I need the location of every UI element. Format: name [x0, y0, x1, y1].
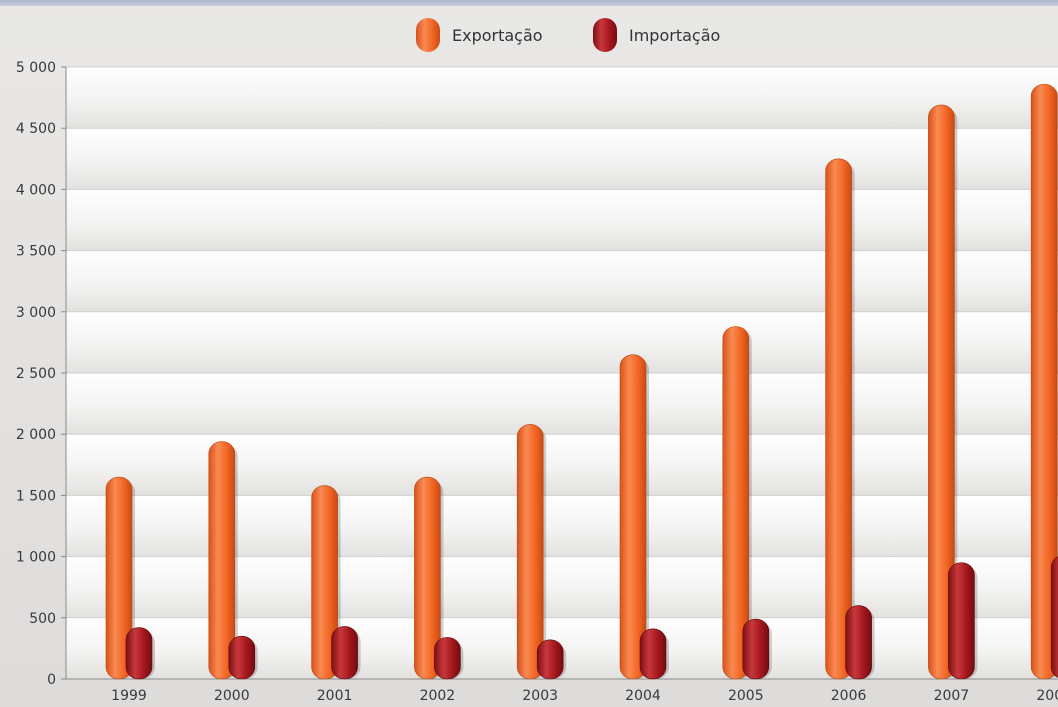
import-bar [536, 639, 564, 680]
import-bar [742, 618, 770, 680]
x-tick-label: 2003 [522, 688, 558, 704]
export-bar [619, 354, 647, 680]
y-tick-label: 3 500 [16, 244, 56, 260]
x-tick-label: 2007 [934, 688, 970, 704]
grid-band [66, 67, 1058, 129]
export-bar [516, 424, 544, 680]
y-tick-label: 1 000 [16, 550, 56, 566]
window-top-strip [0, 0, 1058, 6]
x-tick-label: 2008 [1036, 688, 1058, 704]
import-bar [845, 605, 872, 680]
x-tick-label: 2005 [728, 688, 764, 704]
export-bar [825, 158, 852, 680]
export-bar [105, 476, 133, 680]
export-bar [311, 485, 338, 680]
bars [105, 83, 1058, 680]
x-tick-label: 2004 [625, 688, 661, 704]
import-bar [331, 626, 358, 680]
legend-label: Exportação [452, 26, 543, 45]
export-bar [928, 104, 955, 680]
export-bar [208, 441, 236, 680]
x-tick-label: 1999 [111, 688, 147, 704]
export-bar [1030, 83, 1058, 680]
export-bar [414, 476, 441, 680]
y-axis: 0 500 1 000 1 500 2 000 2 500 3 000 3 500 4 000 4… [16, 60, 1058, 688]
y-tick-label: 4 000 [16, 182, 56, 198]
import-bar [1050, 556, 1058, 678]
x-tick-label: 2002 [420, 688, 456, 704]
grid-band [66, 373, 1058, 435]
y-tick-label: 4 500 [16, 121, 56, 137]
plot-background [66, 66, 1058, 680]
import-bar [228, 635, 256, 680]
grid-band [66, 311, 1058, 373]
y-tick-label: 1 500 [16, 488, 56, 504]
y-tick-label: 2 500 [16, 366, 56, 382]
grid-band [66, 128, 1058, 190]
x-tick-label: 2006 [831, 688, 867, 704]
y-tick-label: 3 000 [16, 305, 56, 321]
x-tick-label: 2000 [214, 688, 250, 704]
grid-band [66, 250, 1058, 312]
export-bar [722, 326, 750, 680]
import-bar [434, 637, 461, 680]
import-legend-swatch [593, 18, 617, 52]
x-axis: 1999 2000 2001 2002 2003 2004 2005 2006 2007 2008 [111, 688, 1058, 704]
legend: Exportação Importação [416, 18, 720, 52]
grid-band [66, 189, 1058, 251]
y-tick-label: 5 000 [16, 60, 56, 76]
import-bar [948, 562, 975, 680]
x-tick-label: 2001 [317, 688, 353, 704]
import-bar [125, 627, 153, 680]
import-bar [639, 628, 667, 680]
y-tick-label: 2 000 [16, 427, 56, 443]
legend-label: Importação [629, 26, 720, 45]
y-tick-label: 500 [29, 611, 56, 627]
export-legend-swatch [416, 18, 440, 52]
y-tick-label: 0 [47, 672, 56, 688]
